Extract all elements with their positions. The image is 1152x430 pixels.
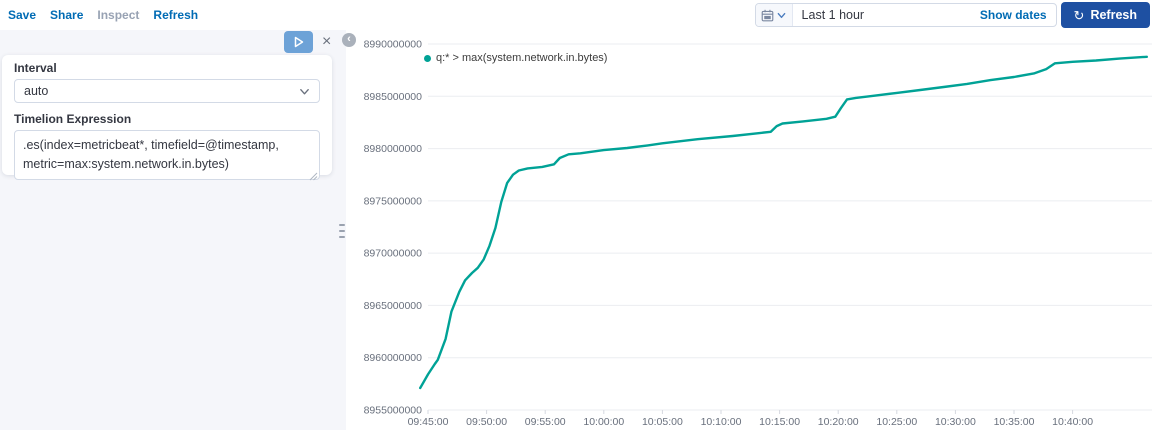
- timelion-expression-input[interactable]: .es(index=metricbeat*, timefield=@timest…: [14, 130, 320, 180]
- svg-text:10:05:00: 10:05:00: [642, 416, 683, 428]
- refresh-button[interactable]: ↻ Refresh: [1060, 2, 1150, 28]
- svg-text:10:10:00: 10:10:00: [701, 416, 742, 428]
- expression-wrap: .es(index=metricbeat*, timefield=@timest…: [14, 130, 320, 185]
- refresh-icon: ↻: [1073, 7, 1085, 23]
- svg-text:10:40:00: 10:40:00: [1052, 416, 1093, 428]
- svg-text:8960000000: 8960000000: [364, 352, 423, 364]
- chevron-down-icon: [777, 12, 786, 18]
- svg-text:10:20:00: 10:20:00: [818, 416, 859, 428]
- svg-text:10:00:00: 10:00:00: [583, 416, 624, 428]
- play-button[interactable]: [284, 31, 313, 53]
- chart-pane: 8990000000 8985000000 8980000000 8975000000…: [346, 30, 1152, 430]
- inspect-button: Inspect: [97, 8, 140, 22]
- svg-text:10:25:00: 10:25:00: [876, 416, 917, 428]
- save-button[interactable]: Save: [8, 8, 37, 22]
- refresh-link[interactable]: Refresh: [153, 8, 199, 22]
- svg-text:8985000000: 8985000000: [364, 91, 423, 103]
- svg-text:8965000000: 8965000000: [364, 300, 423, 312]
- svg-text:8975000000: 8975000000: [364, 195, 423, 207]
- app-menu: Save Share Inspect Refresh: [0, 8, 198, 22]
- chevron-down-icon: [300, 88, 309, 94]
- svg-text:09:55:00: 09:55:00: [525, 416, 566, 428]
- collapse-arrow-icon: ‹: [347, 32, 351, 45]
- svg-text:09:50:00: 09:50:00: [466, 416, 507, 428]
- interval-select[interactable]: auto: [14, 79, 320, 103]
- expression-label: Timelion Expression: [14, 112, 132, 126]
- svg-text:10:15:00: 10:15:00: [759, 416, 800, 428]
- svg-text:8955000000: 8955000000: [364, 405, 423, 417]
- svg-text:09:45:00: 09:45:00: [408, 416, 449, 428]
- top-toolbar: Save Share Inspect Refresh Last 1 hour S…: [0, 0, 1152, 30]
- date-picker-bar: Last 1 hour Show dates ↻ Refresh: [754, 2, 1150, 28]
- calendar-icon: [761, 9, 774, 21]
- svg-text:10:30:00: 10:30:00: [935, 416, 976, 428]
- editor-card: Interval auto Timelion Expression .es(in…: [2, 55, 332, 181]
- interval-label: Interval: [14, 61, 57, 75]
- show-dates-button[interactable]: Show dates: [979, 8, 1047, 22]
- legend-series-dot: [424, 54, 431, 62]
- share-button[interactable]: Share: [50, 8, 84, 22]
- svg-text:8970000000: 8970000000: [364, 248, 423, 260]
- play-icon: [294, 36, 303, 48]
- svg-text:8980000000: 8980000000: [364, 143, 423, 155]
- close-icon[interactable]: ×: [322, 33, 332, 50]
- interval-value: auto: [24, 84, 49, 98]
- svg-text:8990000000: 8990000000: [364, 39, 423, 51]
- svg-text:10:35:00: 10:35:00: [994, 416, 1035, 428]
- timelion-chart-svg: 8990000000 8985000000 8980000000 8975000000…: [364, 39, 1152, 428]
- collapse-panel-button[interactable]: ‹: [342, 33, 356, 47]
- editor-toolbar: ×: [284, 31, 331, 53]
- refresh-button-label: Refresh: [1090, 8, 1137, 22]
- legend-series-label: q:* > max(system.network.in.bytes): [436, 52, 608, 64]
- pane-resize-handle[interactable]: [338, 224, 346, 238]
- super-date-picker: Last 1 hour Show dates: [754, 3, 1057, 27]
- time-range-value[interactable]: Last 1 hour: [801, 8, 865, 22]
- chart-legend[interactable]: q:* > max(system.network.in.bytes): [424, 52, 607, 64]
- quick-select-button[interactable]: [755, 4, 793, 26]
